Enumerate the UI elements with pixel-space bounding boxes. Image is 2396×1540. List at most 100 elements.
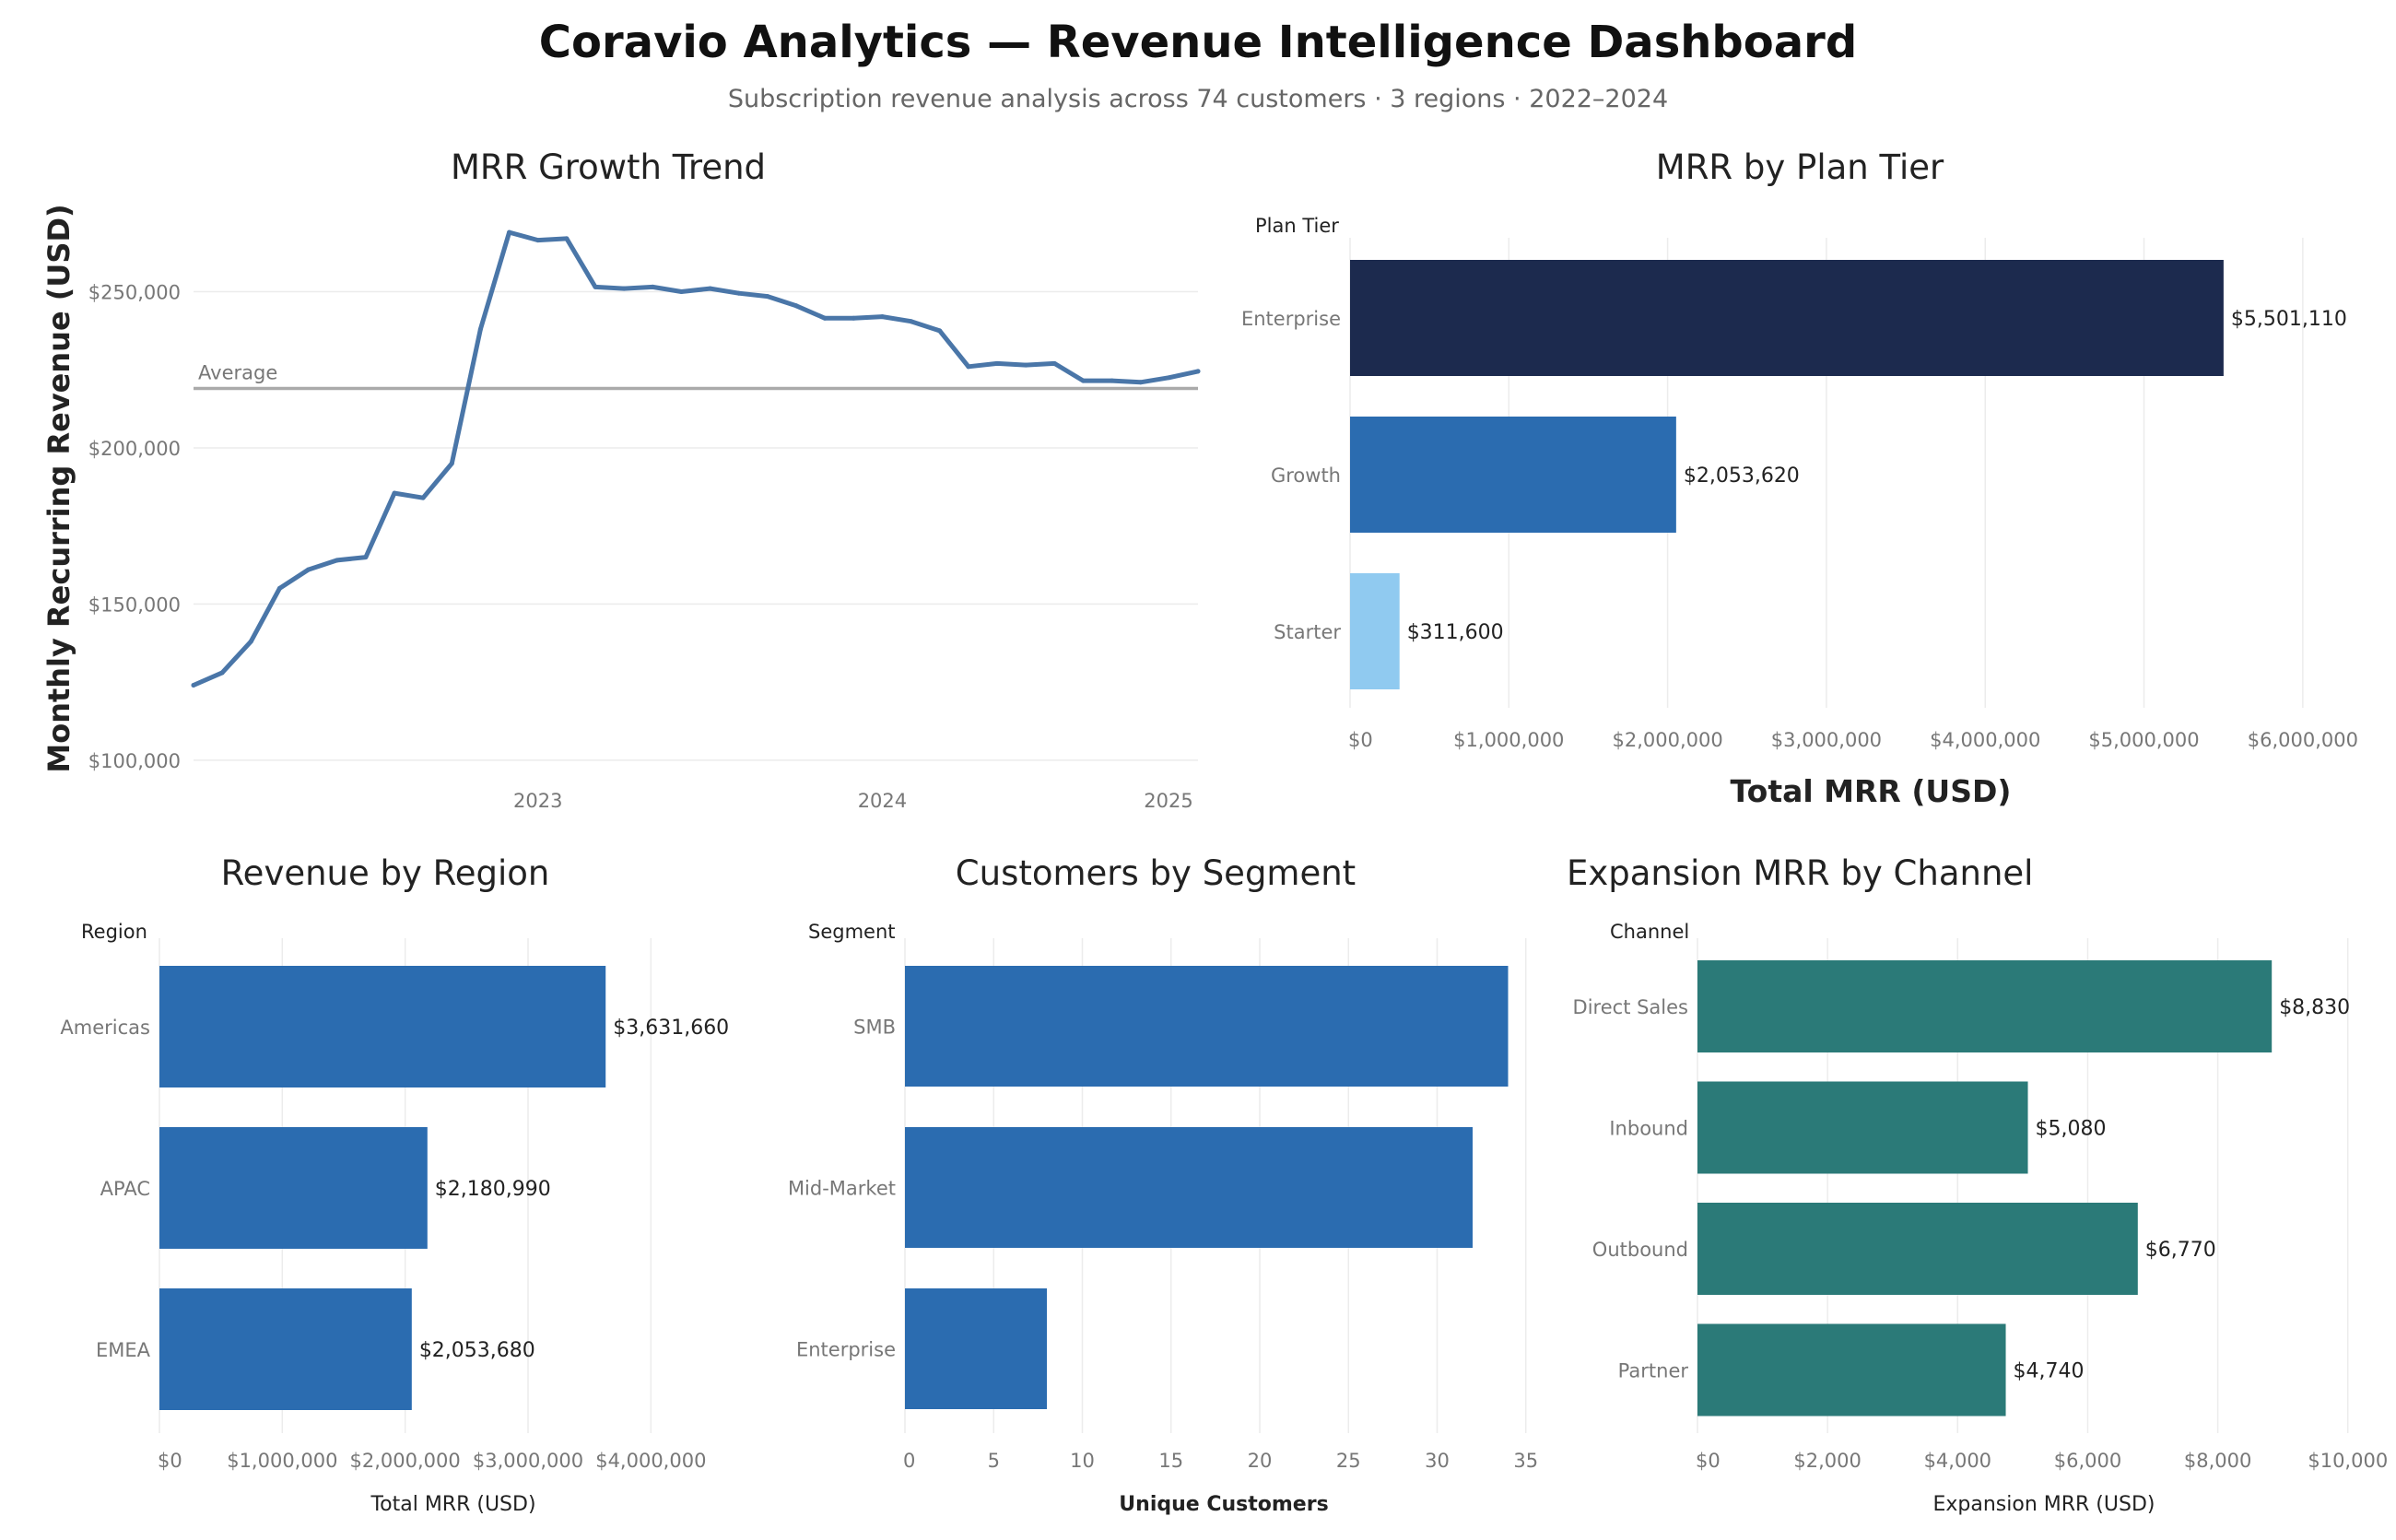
data-point-2022-07: [363, 555, 369, 560]
data-point-2023-11: [822, 315, 828, 321]
category-label-apac: APAC: [100, 1178, 150, 1200]
bar-apac: [159, 1127, 428, 1249]
data-point-2022-11: [477, 326, 483, 332]
category-label-partner: Partner: [1618, 1360, 1689, 1382]
data-point-2024-08: [1080, 378, 1086, 383]
data-point-2023-07: [708, 286, 713, 291]
chart-title: Revenue by Region: [221, 853, 550, 893]
mrr-growth-trend-chart: MRR Growth Trend Monthly Recurring Reven…: [41, 147, 1201, 813]
axis-header: Segment: [808, 921, 896, 943]
category-label-emea: EMEA: [96, 1339, 151, 1361]
x-tick-label: $4,000,000: [1930, 729, 2040, 751]
bar-partner: [1697, 1323, 2006, 1417]
x-tick-label: $6,000: [2054, 1450, 2121, 1472]
bar-enterprise: [1350, 260, 2224, 376]
bar-inbound: [1697, 1081, 2028, 1174]
y-axis-label: Monthly Recurring Revenue (USD): [41, 204, 76, 772]
bar-smb: [905, 966, 1509, 1087]
category-label-enterprise: Enterprise: [796, 1339, 896, 1361]
x-tick-label: $6,000,000: [2248, 729, 2358, 751]
x-tick-label: 2024: [858, 790, 907, 812]
bar-americas: [159, 966, 606, 1087]
x-axis-label: Total MRR (USD): [370, 1493, 535, 1516]
x-tick-label: 2025: [1144, 790, 1192, 812]
tick-labels: $100,000 $150,000 $200,000 $250,000 2023 2024…: [88, 282, 1193, 813]
data-point-2023-10: [793, 303, 799, 309]
value-label-starter: $311,600: [1407, 621, 1504, 644]
bar-layer: [159, 966, 606, 1410]
chart-title: MRR Growth Trend: [451, 147, 766, 187]
data-point-2022-03: [248, 639, 253, 644]
tick-labels: $0 $1,000,000 $2,000,000 $3,000,000 $4,000,0…: [60, 1017, 729, 1472]
chart-title: MRR by Plan Tier: [1656, 147, 1944, 187]
y-tick-label: $100,000: [88, 750, 181, 772]
value-label-partner: $4,740: [2014, 1360, 2085, 1383]
bar-starter: [1350, 573, 1400, 689]
y-tick-label: $200,000: [88, 438, 181, 460]
x-tick-label: $3,000,000: [473, 1450, 583, 1472]
data-point-2024-02: [909, 319, 914, 324]
tick-labels: $0 $2,000 $4,000 $6,000 $8,000 $10,000 Direct …: [1573, 996, 2389, 1472]
x-tick-label: $2,000: [1793, 1450, 1861, 1472]
value-label-outbound: $6,770: [2145, 1239, 2216, 1262]
bar-layer: [1697, 960, 2273, 1417]
average-reference: Average: [194, 362, 1198, 391]
data-point-2022-08: [392, 490, 397, 496]
bar-growth: [1350, 417, 1676, 533]
x-tick-label: 15: [1158, 1450, 1183, 1472]
category-label-starter: Starter: [1274, 621, 1341, 643]
tick-labels: 0 5 10 15 20 25 30 35 SMB Mid-Market Enterprise: [788, 1017, 1538, 1473]
value-label-inbound: $5,080: [2036, 1118, 2107, 1141]
dashboard-header: Coravio Analytics — Revenue Intelligence…: [0, 0, 2396, 129]
category-label-growth: Growth: [1271, 464, 1341, 487]
y-tick-label: $250,000: [88, 282, 181, 304]
chart-title: Expansion MRR by Channel: [1567, 853, 2033, 893]
customers-by-segment-chart: Customers by Segment Segment Unique Cust…: [788, 853, 1538, 1516]
data-point-2022-10: [449, 461, 454, 466]
x-tick-label: 20: [1248, 1450, 1273, 1472]
data-point-2023-05: [650, 284, 655, 289]
x-tick-label: $1,000,000: [227, 1450, 337, 1472]
revenue-by-region-chart: Revenue by Region Region Total MRR (USD)…: [60, 853, 729, 1516]
category-label-enterprise: Enterprise: [1241, 308, 1341, 330]
data-point-2024-04: [966, 364, 971, 370]
category-label-outbound: Outbound: [1592, 1239, 1688, 1261]
x-tick-label: $8,000: [2184, 1450, 2251, 1472]
data-point-2023-08: [736, 290, 742, 296]
category-label-mid-market: Mid-Market: [788, 1178, 896, 1200]
value-label-apac: $2,180,990: [435, 1178, 551, 1201]
y-tick-label: $150,000: [88, 594, 181, 616]
x-tick-label: $0: [1696, 1450, 1721, 1472]
mrr-by-plan-tier-chart: MRR by Plan Tier Plan Tier Total MRR (US…: [1241, 147, 2358, 809]
x-tick-label: $5,000,000: [2088, 729, 2199, 751]
value-label-americas: $3,631,660: [613, 1017, 729, 1040]
x-tick-label: $0: [158, 1450, 182, 1472]
data-point-2024-11: [1167, 375, 1172, 381]
bar-emea: [159, 1288, 412, 1410]
category-label-smb: SMB: [853, 1017, 896, 1039]
axis-header: Region: [81, 921, 147, 943]
x-tick-label: $2,000,000: [350, 1450, 461, 1472]
value-label-emea: $2,053,680: [419, 1339, 535, 1362]
tick-labels: $0 $1,000,000 $2,000,000 $3,000,000 $4,000,0…: [1241, 308, 2358, 751]
chart-title: Customers by Segment: [956, 853, 1356, 893]
x-tick-label: 5: [988, 1450, 1000, 1472]
data-point-2022-05: [306, 567, 311, 572]
expansion-mrr-by-channel-chart: Expansion MRR by Channel Channel Expansi…: [1567, 853, 2389, 1516]
value-label-direct-sales: $8,830: [2279, 996, 2350, 1019]
data-point-2024-07: [1051, 360, 1057, 366]
data-point-2023-02: [564, 236, 570, 241]
data-point-2024-06: [1023, 362, 1028, 368]
average-label: Average: [198, 362, 277, 384]
x-tick-label: $4,000,000: [595, 1450, 706, 1472]
data-point-2023-06: [678, 289, 684, 294]
x-tick-label: 0: [903, 1450, 915, 1472]
dashboard-subtitle: Subscription revenue analysis across 74 …: [727, 85, 1669, 113]
x-tick-label: $2,000,000: [1612, 729, 1722, 751]
data-point-2022-09: [420, 495, 426, 500]
data-point-2024-10: [1138, 380, 1144, 385]
category-label-direct-sales: Direct Sales: [1573, 996, 1688, 1018]
bar-outbound: [1697, 1203, 2138, 1295]
category-label-americas: Americas: [60, 1017, 150, 1039]
data-point-2023-04: [621, 286, 627, 291]
